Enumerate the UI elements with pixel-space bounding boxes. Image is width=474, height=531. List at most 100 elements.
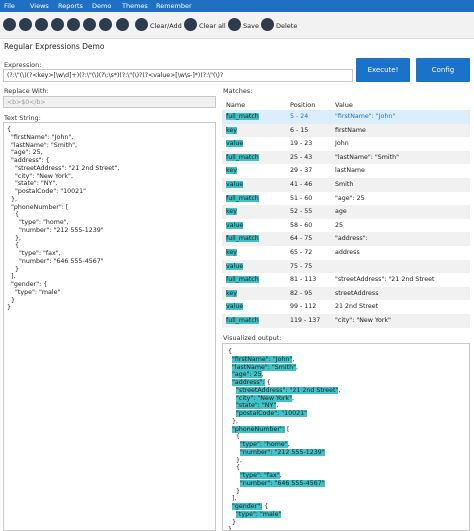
match-cell: value bbox=[226, 181, 244, 188]
output-text: , bbox=[291, 394, 294, 402]
menu-item[interactable]: Views bbox=[30, 2, 49, 10]
tool-icon[interactable] bbox=[83, 18, 96, 31]
match-row[interactable]: value 41 - 46 Smith bbox=[222, 178, 470, 192]
highlight: "postalCode": "10021" bbox=[236, 410, 308, 417]
toolbar-button[interactable]: Save bbox=[243, 22, 259, 30]
output-line: } bbox=[228, 488, 464, 496]
output-line: { bbox=[228, 348, 464, 356]
output-text: } bbox=[228, 487, 241, 495]
match-cell: "lastName": "Smith" bbox=[335, 153, 399, 161]
tool-icon[interactable] bbox=[116, 18, 129, 31]
menu-bar: File Views Reports Demo Themes Remember bbox=[0, 0, 474, 12]
page-title: Regular Expressions Demo bbox=[4, 42, 105, 51]
highlight: "state": "NY" bbox=[236, 402, 277, 410]
replace-input[interactable]: <b>$0</b> bbox=[3, 96, 216, 108]
match-row[interactable]: value 19 - 23 John bbox=[222, 137, 470, 151]
toolbar-button[interactable]: Clear/Add bbox=[150, 22, 182, 30]
match-cell: 19 - 23 bbox=[290, 140, 313, 148]
output-text: }, bbox=[228, 456, 243, 464]
highlight: "type": "male" bbox=[236, 510, 282, 518]
match-row[interactable]: full_match 25 - 43 "lastName": "Smith" bbox=[222, 150, 470, 165]
output-text: , bbox=[261, 371, 264, 379]
match-cell: 99 - 112 bbox=[290, 303, 317, 311]
match-cell: "address": bbox=[335, 235, 368, 243]
output-text: { bbox=[228, 464, 241, 472]
toolbar-button[interactable]: Delete bbox=[276, 22, 298, 30]
output-line: "gender": { bbox=[228, 503, 464, 511]
visualized-output: { "firstName": "John", "lastName": "Smit… bbox=[222, 343, 470, 531]
tool-icon[interactable] bbox=[99, 18, 112, 31]
match-row[interactable]: key 52 - 55 age bbox=[222, 205, 470, 219]
output-text: , bbox=[276, 402, 279, 410]
tool-icon[interactable] bbox=[261, 18, 274, 31]
output-line: { bbox=[228, 464, 464, 472]
match-cell: 25 - 43 bbox=[290, 153, 313, 161]
tool-icon[interactable] bbox=[51, 18, 64, 31]
output-line: "lastName": "Smith", bbox=[228, 363, 464, 372]
match-row[interactable]: full_match 119 - 137 "city": "New York" bbox=[222, 314, 470, 328]
label: Replace With: bbox=[4, 87, 49, 95]
match-row[interactable]: full_match 64 - 75 "address": bbox=[222, 232, 470, 246]
output-line: "age": 25, bbox=[228, 371, 464, 379]
output-text bbox=[228, 449, 240, 456]
match-cell: key bbox=[226, 249, 238, 256]
match-row[interactable]: key 82 - 95 streetAddress bbox=[222, 286, 470, 301]
highlight: "phoneNumber": bbox=[232, 425, 285, 433]
match-row[interactable]: value 99 - 112 21 2nd Street bbox=[222, 300, 470, 314]
tool-icon[interactable] bbox=[228, 18, 241, 31]
output-text bbox=[228, 387, 236, 394]
toolbar-button[interactable]: Clear all bbox=[199, 22, 226, 30]
menu-item[interactable]: Remember bbox=[156, 2, 192, 10]
highlight: "address": bbox=[232, 379, 265, 386]
menu-item[interactable]: Demo bbox=[92, 2, 112, 10]
text-string-area[interactable]: { "firstName": "John", "lastName": "Smit… bbox=[3, 122, 216, 531]
match-cell: John bbox=[335, 140, 349, 148]
output-text bbox=[228, 410, 236, 417]
match-row[interactable]: full_match 51 - 60 "age": 25 bbox=[222, 191, 470, 206]
tool-icon[interactable] bbox=[3, 18, 16, 31]
output-text bbox=[228, 480, 240, 487]
output-text: { bbox=[228, 433, 241, 441]
output-text: }, bbox=[228, 417, 239, 425]
match-cell: Smith bbox=[335, 181, 354, 188]
match-cell: value bbox=[226, 221, 244, 229]
match-row[interactable]: full_match 81 - 113 "streetAddress": "21 2… bbox=[222, 273, 470, 287]
match-row[interactable]: key 6 - 15 firstName bbox=[222, 123, 470, 138]
match-cell: firstName bbox=[335, 126, 366, 134]
match-cell: full_match bbox=[226, 276, 259, 284]
match-row[interactable]: key 29 - 37 lastName bbox=[222, 164, 470, 178]
tool-icon[interactable] bbox=[35, 18, 48, 31]
output-line: }, bbox=[228, 457, 464, 465]
config-button[interactable]: Config bbox=[416, 58, 470, 82]
menu-item[interactable]: File bbox=[4, 2, 15, 10]
tool-icon[interactable] bbox=[135, 18, 148, 31]
output-text: } bbox=[228, 518, 237, 526]
match-cell: lastName bbox=[335, 167, 365, 175]
highlight: "type": "fax" bbox=[240, 472, 280, 479]
highlight: "gender": bbox=[232, 503, 263, 510]
output-line: "address": { bbox=[228, 379, 464, 387]
execute-button[interactable]: Execute! bbox=[356, 58, 410, 82]
tool-icon[interactable] bbox=[184, 18, 197, 31]
match-row[interactable]: full_match 5 - 24 "firstName": "John" bbox=[222, 110, 470, 124]
output-text bbox=[228, 441, 240, 448]
match-cell: value bbox=[226, 303, 244, 311]
match-cell: 75 - 75 bbox=[290, 262, 313, 270]
match-row[interactable]: key 65 - 72 address bbox=[222, 246, 470, 260]
match-row[interactable]: value 75 - 75 bbox=[222, 259, 470, 274]
match-cell: full_match bbox=[226, 317, 259, 324]
menu-item[interactable]: Themes bbox=[122, 2, 148, 10]
match-cell: 29 - 37 bbox=[290, 167, 313, 175]
output-line: } bbox=[228, 519, 464, 527]
output-text: { bbox=[262, 503, 269, 510]
match-row[interactable]: value 58 - 60 25 bbox=[222, 218, 470, 233]
expression-input[interactable]: (?:\"(\)(?<key>[\w\d]+)(?:\"(\)(?\:\s*)(… bbox=[3, 69, 353, 82]
tool-icon[interactable] bbox=[67, 18, 80, 31]
match-cell: value bbox=[226, 262, 244, 270]
tool-icon[interactable] bbox=[19, 18, 32, 31]
menu-item[interactable]: Reports bbox=[58, 2, 83, 10]
output-text: { bbox=[264, 379, 271, 386]
match-cell: address bbox=[335, 249, 360, 256]
column-header: Value bbox=[335, 101, 353, 109]
